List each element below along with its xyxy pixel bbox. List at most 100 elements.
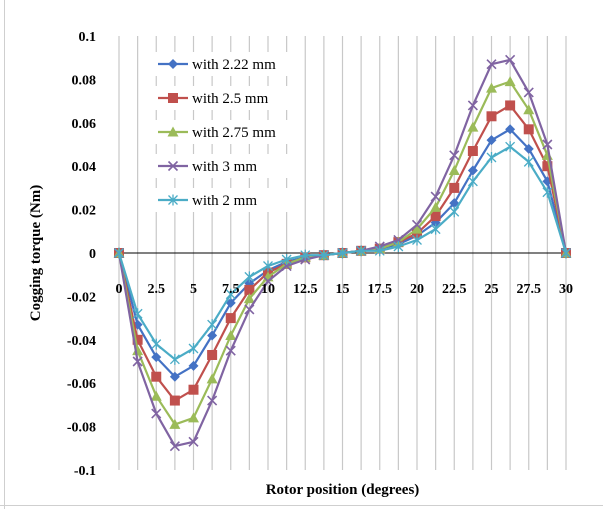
- data-point: [486, 111, 497, 122]
- data-point: [207, 349, 218, 360]
- data-point: [505, 54, 516, 65]
- x-tick-label: 15: [336, 282, 350, 297]
- legend-item-3: with 3 mm: [154, 154, 304, 178]
- data-point: [188, 436, 199, 447]
- data-point: [132, 356, 143, 367]
- data-point: [448, 165, 460, 176]
- data-point: [225, 313, 236, 324]
- data-point: [486, 59, 497, 70]
- data-point: [505, 124, 516, 135]
- data-point: [467, 165, 478, 176]
- x-tick-labels: 0 2.5 5 7.5 10 12.5 15 17.5 20 22.5 25 27.5 30: [116, 282, 574, 297]
- data-point: [262, 276, 274, 287]
- y-tick-label: -0.06: [67, 377, 96, 392]
- legend-label: with 3 mm: [192, 159, 257, 175]
- data-point: [523, 87, 534, 98]
- legend-swatch-marker: [168, 93, 178, 103]
- data-point: [337, 247, 348, 259]
- data-point: [542, 186, 553, 198]
- data-point: [300, 249, 311, 261]
- data-point: [505, 141, 516, 153]
- data-point: [151, 408, 162, 419]
- data-point: [151, 371, 162, 382]
- data-point: [412, 234, 422, 246]
- data-point: [467, 121, 479, 132]
- y-tick-label: 0.1: [79, 30, 97, 45]
- data-point: [523, 156, 534, 168]
- data-point: [188, 360, 199, 371]
- data-point: [225, 329, 237, 340]
- data-point: [467, 146, 478, 157]
- data-point: [169, 371, 180, 382]
- legend-label: with 2.22 mm: [192, 57, 276, 73]
- legend-item-4: with 2 mm: [154, 188, 304, 212]
- x-tick-label: 27.5: [517, 282, 542, 297]
- data-point: [263, 260, 273, 272]
- data-point: [356, 245, 367, 257]
- data-point: [169, 353, 180, 365]
- data-point: [374, 245, 385, 257]
- series-4: [114, 141, 571, 365]
- y-axis-title: Cogging torque (Nm): [28, 185, 44, 321]
- data-point: [486, 135, 497, 146]
- y-tick-label: -0.04: [67, 334, 96, 349]
- y-tick-label: 0.04: [72, 160, 97, 175]
- data-point: [206, 373, 218, 384]
- data-point: [207, 319, 218, 331]
- data-point: [244, 304, 255, 315]
- data-point: [449, 182, 460, 193]
- y-tick-label: -0.02: [67, 290, 96, 305]
- x-tick-label: 25: [485, 282, 499, 297]
- data-point: [504, 76, 516, 87]
- data-point: [151, 338, 162, 350]
- data-point: [411, 219, 423, 230]
- data-point: [207, 395, 218, 406]
- data-point: [281, 254, 292, 266]
- data-point: [430, 201, 442, 212]
- x-tick-label: 17.5: [368, 282, 393, 297]
- y-tick-label: 0.08: [72, 73, 97, 88]
- data-point: [449, 150, 460, 161]
- y-tick-label: 0.06: [72, 117, 97, 132]
- data-point: [541, 149, 553, 160]
- frame-left-edge: [4, 0, 5, 509]
- x-tick-label: 0: [116, 282, 123, 297]
- y-tick-label: -0.08: [67, 421, 96, 436]
- data-point: [486, 152, 497, 164]
- x-tick-label: 2.5: [148, 282, 166, 297]
- data-point: [449, 198, 460, 209]
- legend-item-0: with 2.22 mm: [154, 52, 304, 76]
- data-point: [188, 412, 199, 423]
- data-point: [523, 124, 534, 135]
- data-point: [225, 288, 236, 300]
- data-point: [169, 395, 180, 406]
- data-point: [449, 206, 460, 218]
- data-point: [542, 139, 553, 150]
- data-point: [150, 390, 162, 401]
- data-point: [243, 293, 255, 304]
- x-tick-label: 12.5: [293, 282, 318, 297]
- y-tick-label: -0.1: [74, 464, 96, 479]
- y-tick-labels: 0.1 0.08 0.06 0.04 0.02 0 -0.02 -0.04 -0.06 -0.08…: [67, 30, 96, 479]
- x-tick-label: 30: [559, 282, 573, 297]
- data-point: [225, 345, 236, 356]
- data-point: [523, 143, 534, 154]
- legend: with 2.22 mm with 2.5 mm with 2.75 mm with …: [154, 52, 304, 212]
- frame-bottom-edge: [0, 505, 603, 506]
- data-point: [207, 330, 218, 341]
- data-point: [169, 418, 181, 429]
- data-point: [430, 191, 441, 202]
- data-point: [430, 211, 441, 222]
- data-point: [188, 384, 199, 395]
- data-point: [523, 104, 535, 115]
- data-point: [318, 249, 329, 261]
- data-point: [486, 82, 497, 93]
- data-point: [542, 161, 553, 172]
- data-point: [169, 441, 180, 452]
- data-point: [114, 247, 124, 259]
- data-point: [132, 345, 144, 356]
- data-point: [244, 271, 255, 283]
- x-tick-label: 5: [190, 282, 197, 297]
